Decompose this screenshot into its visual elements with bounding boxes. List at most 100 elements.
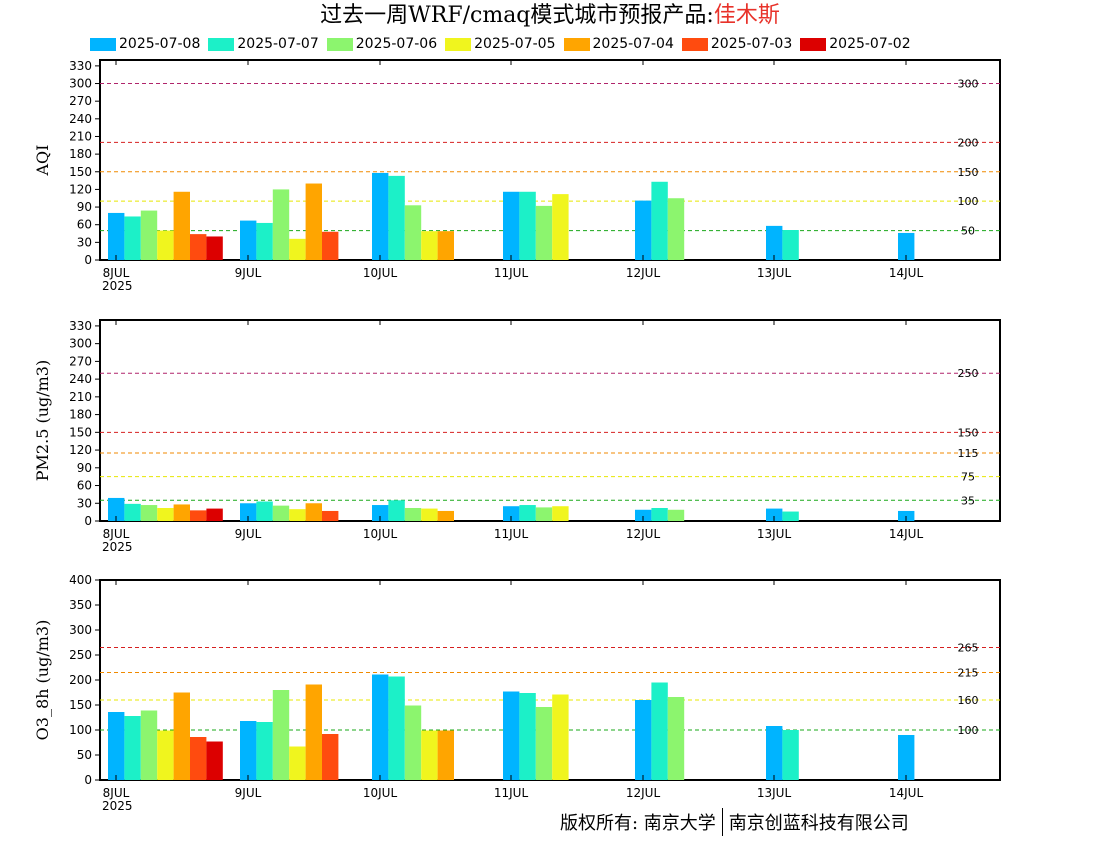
x-tick-label: 9JUL xyxy=(235,266,262,280)
y-tick-label: 240 xyxy=(69,372,92,386)
bar xyxy=(898,510,915,521)
legend-label: 2025-07-06 xyxy=(355,36,438,52)
bar xyxy=(240,503,257,521)
y-tick-label: 300 xyxy=(69,623,92,637)
threshold-label: 115 xyxy=(958,447,979,460)
threshold-label: 150 xyxy=(958,166,979,179)
bar xyxy=(388,676,405,780)
bar xyxy=(256,222,273,260)
bar xyxy=(651,682,668,780)
chart-title: 过去一周WRF/cmaq模式城市预报产品:佳木斯 xyxy=(0,2,1100,30)
threshold-label: 215 xyxy=(958,667,979,680)
legend-label: 2025-07-08 xyxy=(119,36,201,52)
bar xyxy=(240,721,257,780)
threshold-label: 100 xyxy=(958,195,979,208)
legend-label: 2025-07-03 xyxy=(710,36,793,52)
bar xyxy=(898,232,915,260)
x-tick-label: 9JUL xyxy=(235,527,262,541)
x-tick-label: 10JUL xyxy=(363,266,398,280)
threshold-label: 100 xyxy=(958,724,979,737)
bar xyxy=(206,741,223,780)
bar xyxy=(272,189,290,260)
bar xyxy=(272,690,290,780)
threshold-label: 300 xyxy=(958,78,979,91)
bar xyxy=(535,205,553,260)
bar xyxy=(404,507,422,521)
legend-label: 2025-07-04 xyxy=(592,36,674,52)
bar xyxy=(289,238,306,260)
plot-frame xyxy=(99,319,1001,522)
bar xyxy=(651,507,668,521)
legend-swatch xyxy=(445,37,472,51)
y-tick-label: 150 xyxy=(69,165,92,179)
y-tick-label: 150 xyxy=(69,698,92,712)
bar xyxy=(437,510,454,521)
bar xyxy=(124,716,141,780)
bar xyxy=(898,735,915,780)
bar xyxy=(766,726,783,780)
y-tick-label: 400 xyxy=(69,573,92,587)
y-tick-label: 0 xyxy=(84,253,92,267)
bar xyxy=(305,684,322,780)
y-tick-label: 270 xyxy=(69,354,92,368)
y-tick-label: 90 xyxy=(77,200,92,214)
bar xyxy=(173,692,190,780)
bar xyxy=(421,508,438,521)
footer-company: 南京创蓝科技有限公司 xyxy=(728,813,909,834)
x-tick-label: 11JUL xyxy=(494,266,529,280)
legend-label: 2025-07-02 xyxy=(829,36,911,52)
y-tick-label: 30 xyxy=(77,235,92,249)
legend-swatch xyxy=(563,37,590,51)
y-tick-label: 270 xyxy=(69,94,92,108)
bar xyxy=(305,183,322,260)
bar xyxy=(372,505,389,521)
bar xyxy=(322,231,339,260)
bar xyxy=(108,497,125,521)
threshold-label: 35 xyxy=(961,494,975,507)
bar xyxy=(421,231,438,260)
bar xyxy=(635,509,652,521)
x-tick-label: 13JUL xyxy=(757,527,792,541)
legend-item: 2025-07-08 xyxy=(90,36,200,52)
bar xyxy=(272,505,290,521)
y-tick-label: 300 xyxy=(69,337,92,351)
bar xyxy=(124,503,141,521)
threshold-label: 75 xyxy=(961,471,975,484)
threshold-label: 50 xyxy=(961,225,975,238)
bar xyxy=(108,712,125,780)
bar xyxy=(256,722,273,780)
y-axis-label: AQI xyxy=(33,145,52,177)
bar xyxy=(552,506,569,521)
footer: 版权所有: 南京大学 南京创蓝科技有限公司 xyxy=(560,808,909,836)
legend-swatch xyxy=(326,37,353,51)
bar xyxy=(437,231,454,260)
bar xyxy=(173,191,190,260)
y-tick-label: 150 xyxy=(69,425,92,439)
title-text: 过去一周WRF/cmaq模式城市预报产品: xyxy=(320,3,714,28)
legend-item: 2025-07-06 xyxy=(326,36,438,52)
bar xyxy=(140,505,158,521)
bar xyxy=(503,191,520,260)
legend-item: 2025-07-02 xyxy=(800,36,911,52)
bar xyxy=(388,175,405,260)
bar xyxy=(108,212,125,260)
x-tick-label: 2025 xyxy=(102,279,133,293)
y-tick-label: 300 xyxy=(69,77,92,91)
legend: 2025-07-08 2025-07-07 2025-07-06 2025-07-05… xyxy=(90,35,919,53)
y-tick-label: 250 xyxy=(69,648,92,662)
bar xyxy=(190,234,207,260)
bar xyxy=(782,230,799,260)
bar xyxy=(157,507,174,521)
bar xyxy=(388,500,405,521)
bar xyxy=(404,705,422,780)
threshold-label: 160 xyxy=(958,694,979,707)
x-tick-label: 2025 xyxy=(102,540,133,554)
bar xyxy=(157,230,174,260)
bar xyxy=(635,700,652,780)
threshold-label: 265 xyxy=(958,642,979,655)
footer-separator xyxy=(721,808,723,836)
legend-swatch xyxy=(208,37,235,51)
bar xyxy=(552,694,569,780)
bar xyxy=(519,505,536,521)
